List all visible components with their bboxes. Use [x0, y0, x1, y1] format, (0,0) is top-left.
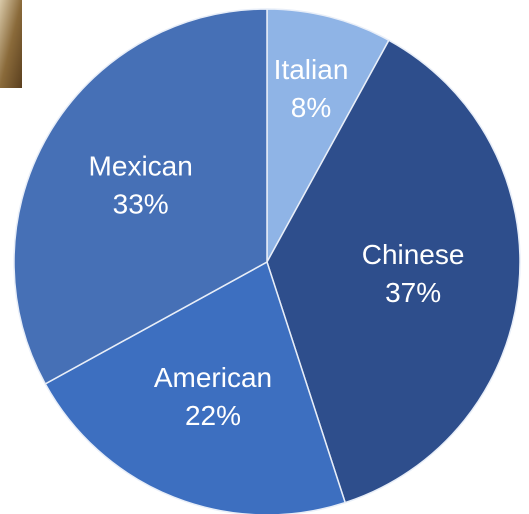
- pie-slice: [266, 39, 521, 504]
- pie-slice: [13, 8, 268, 385]
- pie: Italian 8% Chinese 37% American 22% Mexican 33%: [13, 8, 521, 514]
- slice-category: Chinese: [362, 239, 465, 270]
- slice-value-label: 8%: [291, 92, 331, 123]
- slice-value-label: 33%: [113, 189, 169, 220]
- slice-category: Mexican: [89, 151, 193, 182]
- pie-slice: [44, 260, 347, 514]
- slice-value-label: 22%: [185, 400, 241, 431]
- photo-fragment: [0, 0, 22, 88]
- slice-category: Italian: [274, 54, 349, 85]
- pie-slice: [266, 8, 390, 263]
- slice-category: American: [154, 362, 272, 393]
- slice-value-label: 37%: [385, 277, 441, 308]
